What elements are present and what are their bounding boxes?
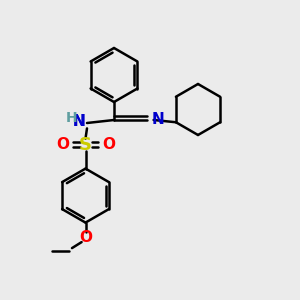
Text: N: N xyxy=(73,114,86,129)
Text: N: N xyxy=(152,112,164,128)
Text: O: O xyxy=(56,137,69,152)
Text: O: O xyxy=(102,137,115,152)
Text: O: O xyxy=(79,230,92,245)
Text: H: H xyxy=(66,111,77,124)
Text: N: N xyxy=(73,114,86,129)
Text: S: S xyxy=(79,136,92,154)
